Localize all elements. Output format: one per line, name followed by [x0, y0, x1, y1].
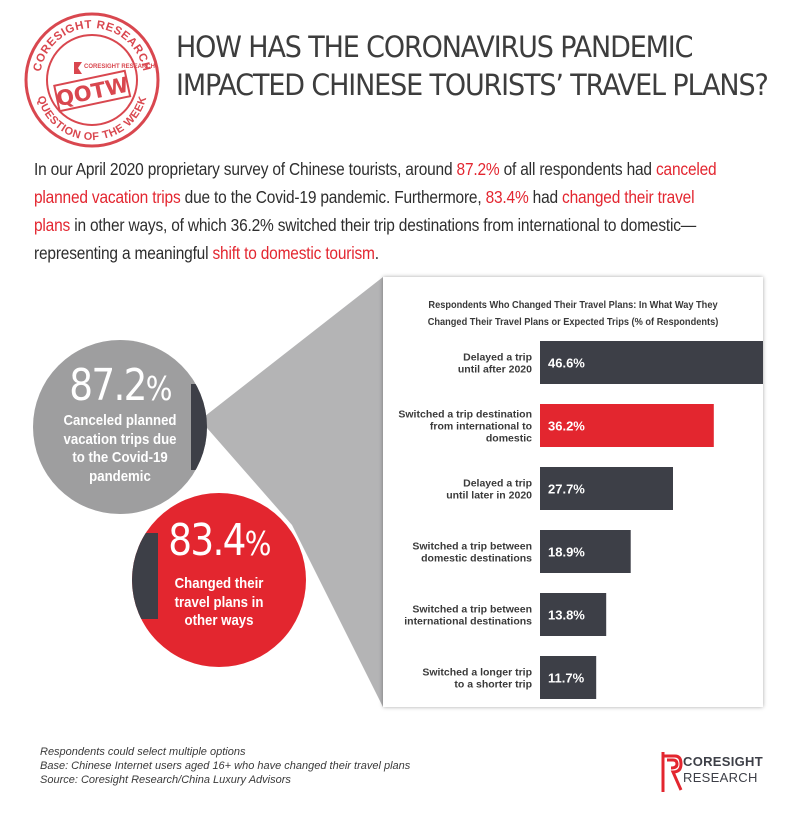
bar-value-label-0: 46.6% — [548, 356, 585, 371]
category-label-line: Switched a trip between — [412, 541, 532, 553]
category-label-line: until after 2020 — [458, 364, 532, 376]
category-label-1: Switched a trip destination from internat… — [398, 409, 532, 445]
category-label-line: to a shorter trip — [454, 679, 532, 691]
bar-value-label-3: 18.9% — [548, 545, 585, 560]
circle-accent-band — [191, 384, 207, 470]
category-label-line: from international to — [430, 421, 532, 433]
intro-paragraph: In our April 2020 proprietary survey of … — [34, 155, 727, 267]
footnote-line: Respondents could select multiple option… — [40, 746, 246, 758]
bar-chart: 46.6%Delayed a trip until after 202036.2%… — [398, 341, 763, 699]
stat-number: 87.2 — [69, 360, 147, 411]
bar-3 — [540, 530, 631, 573]
intro-text: due to the Covid-19 pandemic. Furthermor… — [180, 187, 486, 207]
category-label-line: international destinations — [404, 616, 532, 628]
bar-value-label-4: 13.8% — [548, 608, 585, 623]
intro-text: . — [374, 243, 379, 263]
footnote-line: Source: Coresight Research/China Luxury … — [40, 774, 291, 786]
qotw-stamp-logo: CORESIGHT RESEARCH QUESTION OF THE WEEK … — [24, 12, 160, 148]
coresight-logo: CORESIGHT RESEARCH — [661, 750, 781, 795]
chart-title-line: Respondents Who Changed Their Travel Pla… — [428, 299, 718, 311]
title-line-1: HOW HAS THE CORONAVIRUS PANDEMIC — [176, 30, 693, 64]
label-line: travel plans in — [174, 593, 264, 611]
canceled-stat-circle: 87.2% Canceled planned vacation trips du… — [33, 340, 207, 514]
stamp-inner-brand: CORESIGHT RESEARCH — [84, 64, 155, 70]
label-line: to the Covid-19 — [72, 449, 168, 466]
stat-unit: % — [244, 524, 272, 563]
chart-title-line: Changed Their Travel Plans or Expected T… — [427, 316, 719, 328]
bar-value-label-5: 11.7% — [548, 671, 585, 686]
logo-line-2: RESEARCH — [683, 770, 758, 785]
category-label-2: Delayed a trip until later in 2020 — [446, 478, 532, 502]
category-label-line: domestic — [486, 433, 532, 445]
category-label-line: domestic destinations — [421, 553, 532, 565]
intro-highlight: 83.4% — [485, 187, 529, 207]
footnote-line: Base: Chinese Internet users aged 16+ wh… — [40, 760, 411, 772]
category-label-line: Switched a longer trip — [422, 667, 532, 679]
canceled-stat-value: 87.2% — [46, 360, 194, 411]
stat-number: 83.4 — [168, 515, 246, 566]
category-label-line: Switched a trip between — [412, 604, 532, 616]
label-line: other ways — [184, 612, 254, 629]
changed-stat-value: 83.4% — [145, 515, 293, 566]
label-line: pandemic — [89, 467, 151, 485]
changed-stat-label: Changed their travel plans in other ways — [142, 575, 295, 631]
category-label-line: Delayed a trip — [463, 478, 532, 490]
intro-text: had — [528, 187, 563, 207]
label-line: Changed their — [174, 575, 264, 592]
intro-text: in other ways, of which 36.2% switched t… — [34, 215, 697, 263]
coresight-logo-icon — [661, 752, 683, 792]
category-label-line: Switched a trip destination — [398, 409, 532, 421]
label-line: Canceled planned — [63, 412, 177, 429]
category-label-line: until later in 2020 — [446, 490, 532, 502]
logo-text: CORESIGHT RESEARCH — [683, 754, 763, 786]
label-line: vacation trips due — [63, 430, 177, 448]
bar-2 — [540, 467, 673, 510]
intro-highlight: changed their travel plans — [34, 187, 695, 235]
category-label-3: Switched a trip between domestic destinat… — [412, 541, 532, 565]
bar-0 — [540, 341, 763, 384]
footnotes: Respondents could select multiple option… — [40, 745, 500, 787]
intro-text: In our April 2020 proprietary survey of … — [34, 159, 457, 179]
changed-stat-circle: 83.4% Changed their travel plans in othe… — [132, 493, 306, 667]
category-label-0: Delayed a trip until after 2020 — [458, 352, 532, 376]
chart-panel: Respondents Who Changed Their Travel Pla… — [383, 277, 763, 707]
bar-value-label-1: 36.2% — [548, 419, 585, 434]
title-line-2: IMPACTED CHINESE TOURISTS’ TRAVEL PLANS? — [176, 68, 769, 102]
logo-line-1: CORESIGHT — [683, 754, 763, 769]
stat-unit: % — [145, 369, 173, 408]
page-title: HOW HAS THE CORONAVIRUS PANDEMIC IMPACTE… — [176, 28, 769, 104]
intro-highlight: shift to domestic tourism — [212, 243, 375, 263]
category-label-4: Switched a trip between international des… — [404, 604, 532, 628]
intro-highlight: 87.2% — [456, 159, 500, 179]
category-label-5: Switched a longer trip to a shorter trip — [422, 667, 532, 691]
bar-5 — [540, 656, 597, 699]
intro-text: of all respondents had — [499, 159, 656, 179]
canceled-stat-label: Canceled planned vacation trips due to t… — [43, 412, 196, 486]
category-label-line: Delayed a trip — [463, 352, 532, 364]
chart-title: Respondents Who Changed Their Travel Pla… — [415, 297, 732, 331]
bar-1 — [540, 404, 714, 447]
circle-accent-band — [132, 533, 158, 619]
bar-value-label-2: 27.7% — [548, 482, 585, 497]
intro-highlight: canceled planned vacation trips — [34, 159, 717, 207]
bar-4 — [540, 593, 607, 636]
